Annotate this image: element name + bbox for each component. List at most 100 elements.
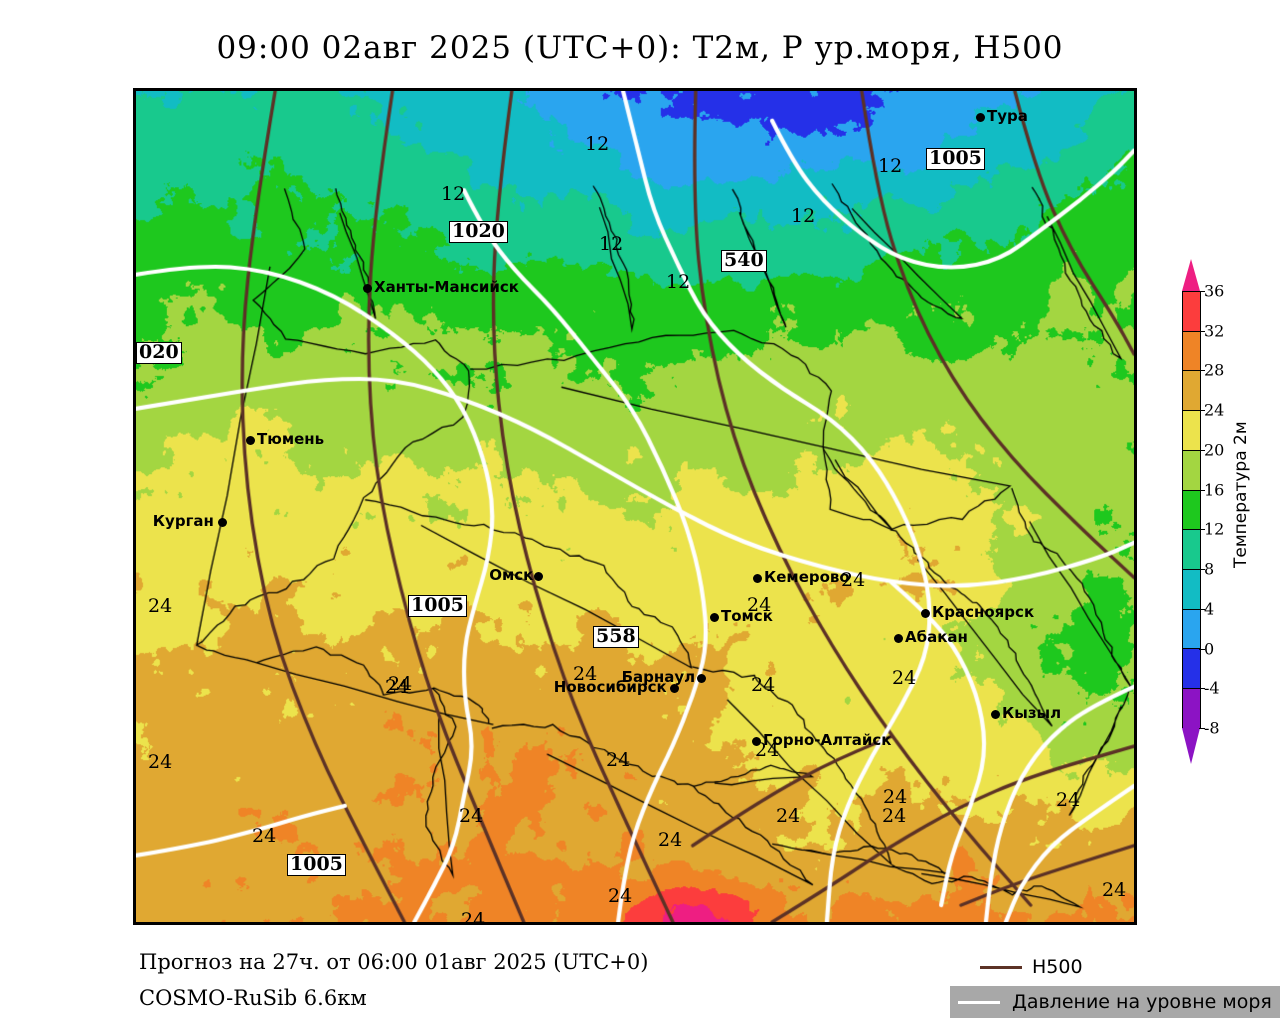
city-label: Тура (987, 107, 1028, 125)
temperature-contour-label: 12 (441, 183, 466, 205)
temperature-contour-label: 24 (841, 569, 866, 591)
temperature-contour-label: 24 (388, 673, 413, 695)
temperature-colorbar (1182, 291, 1201, 729)
colorbar-tick-mark (1199, 489, 1205, 491)
colorbar-tick-label: 36 (1204, 281, 1225, 301)
city-marker-dot (976, 113, 985, 122)
mslp-line-swatch (958, 1001, 1000, 1004)
temperature-contour-label: 12 (599, 233, 624, 255)
h500-line-swatch (980, 966, 1022, 969)
city-marker-dot (534, 572, 543, 581)
colorbar-under-arrow (1182, 728, 1200, 764)
temperature-contour-label: 12 (585, 133, 610, 155)
temperature-contour-label: 12 (791, 205, 816, 227)
city-marker-dot (710, 613, 719, 622)
colorbar-tick-mark (1199, 330, 1205, 332)
legend-mslp: Давление на уровне моря (950, 986, 1280, 1018)
colorbar-tick-mark (1199, 291, 1205, 292)
pressure-contour-label: 1005 (287, 854, 346, 876)
temperature-contour-label: 24 (148, 751, 173, 773)
colorbar-segment (1183, 609, 1200, 650)
colorbar-tick-label: 8 (1204, 559, 1215, 579)
model-info-line: COSMO-RuSib 6.6км (139, 986, 367, 1010)
colorbar-segment (1183, 371, 1200, 412)
colorbar-tick-mark (1199, 410, 1205, 412)
city-label: Ханты-Мансийск (374, 278, 519, 296)
mslp-legend-label: Давление на уровне моря (1012, 991, 1272, 1013)
temperature-contour-label: 24 (882, 805, 907, 827)
city-label: Кемерово (764, 568, 850, 586)
temperature-contour-label: 24 (573, 663, 598, 685)
forecast-info-line: Прогноз на 27ч. от 06:00 01авг 2025 (UTC… (139, 950, 649, 974)
temperature-contour-label: 24 (461, 909, 486, 925)
temperature-contour-label: 24 (776, 805, 801, 827)
city-marker-dot (921, 609, 930, 618)
pressure-contour-label: 020 (136, 342, 182, 364)
colorbar-tick-mark (1199, 688, 1205, 690)
colorbar-over-arrow (1182, 259, 1200, 291)
geopotential-contour-label: 540 (721, 250, 767, 272)
temperature-contour-label: 24 (385, 676, 410, 698)
colorbar-tick-label: 16 (1204, 480, 1225, 500)
temperature-contour-label: 24 (747, 594, 772, 616)
colorbar-tick-label: 4 (1204, 599, 1215, 619)
temperature-contour-label: 24 (755, 739, 780, 761)
temperature-contour-label: 24 (606, 749, 631, 771)
temperature-contour-label: 24 (1056, 789, 1081, 811)
colorbar-segment (1183, 570, 1200, 610)
colorbar-segment (1183, 292, 1200, 332)
city-label: Курган (152, 512, 214, 530)
temperature-contour-label: 24 (751, 674, 776, 696)
colorbar-tick-label: 20 (1204, 440, 1225, 460)
city-marker-dot (753, 574, 762, 583)
colorbar-tick-label: -4 (1204, 678, 1220, 698)
colorbar-tick-label: 0 (1204, 639, 1215, 659)
city-label: Томск (721, 607, 773, 625)
city-label: Омск (489, 566, 534, 584)
colorbar-segment (1183, 411, 1200, 451)
city-label: Барнаул (621, 668, 696, 686)
city-marker-dot (697, 674, 706, 683)
temperature-contour-label: 24 (883, 786, 908, 808)
city-marker-dot (752, 737, 761, 746)
colorbar-title: Температура 2м (1231, 421, 1251, 569)
city-label: Абакан (905, 628, 968, 646)
city-label: Красноярск (932, 603, 1035, 621)
colorbar-tick-mark (1199, 529, 1205, 531)
city-label: Тюмень (257, 430, 325, 448)
pressure-contour-label: 1005 (408, 595, 467, 617)
city-marker-dot (670, 684, 679, 693)
colorbar-tick-mark (1199, 370, 1205, 372)
colorbar-tick-mark (1199, 569, 1205, 571)
temperature-contour-label: 24 (459, 805, 484, 827)
city-label: Горно-Алтайск (763, 731, 892, 749)
colorbar-segment (1183, 649, 1200, 690)
city-label: Кызыл (1002, 704, 1062, 722)
city-marker-dot (246, 436, 255, 445)
colorbar-segment (1183, 689, 1200, 729)
colorbar-tick-mark (1199, 449, 1205, 451)
page-title: 09:00 02авг 2025 (UTC+0): T2м, P ур.моря… (216, 30, 1064, 66)
city-label: Новосибирск (553, 678, 667, 696)
colorbar-segment (1183, 490, 1200, 531)
pressure-contour-label: 1020 (449, 221, 508, 243)
colorbar-tick-label: 12 (1204, 519, 1225, 539)
colorbar-tick-mark (1199, 728, 1205, 729)
pressure-contour-label: 1005 (926, 148, 985, 170)
map-frame[interactable]: Тура Ханты-Мансийск Тюмень Курган Томск Красн… (133, 88, 1137, 925)
colorbar-segment (1183, 530, 1200, 571)
colorbar-tick-label: 24 (1204, 400, 1225, 420)
city-marker-dot (363, 284, 372, 293)
temperature-contour-label: 24 (148, 595, 173, 617)
temperature-contour-label: 24 (658, 829, 683, 851)
colorbar-segment (1183, 331, 1200, 372)
temperature-contour-label: 24 (892, 667, 917, 689)
colorbar-tick-label: 28 (1204, 360, 1225, 380)
colorbar-tick-label: -8 (1204, 718, 1220, 738)
city-marker-dot (218, 518, 227, 527)
colorbar-tick-mark (1199, 608, 1205, 610)
h500-legend-label: H500 (1032, 956, 1083, 978)
temperature-contour-label: 24 (1102, 879, 1127, 901)
temperature-field-canvas (136, 91, 1134, 922)
